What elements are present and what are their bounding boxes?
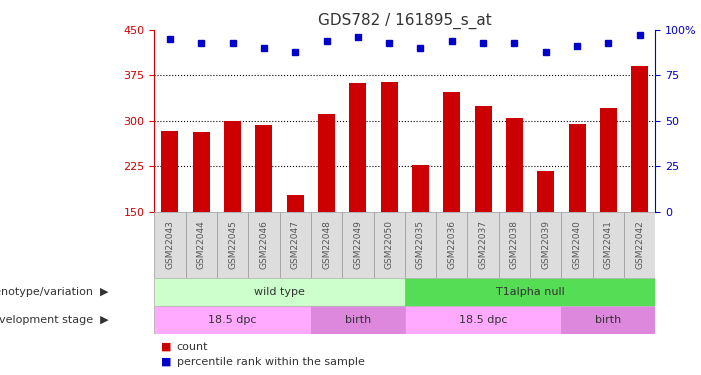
Bar (593, 212, 624, 278)
Text: 18.5 dpc: 18.5 dpc (208, 315, 257, 325)
Bar (412, 165, 429, 212)
Bar (405, 278, 655, 306)
Bar (318, 114, 335, 212)
Bar (405, 306, 562, 334)
Bar (562, 212, 593, 278)
Bar (405, 212, 436, 278)
Bar (475, 106, 492, 212)
Bar (506, 118, 523, 212)
Bar (311, 306, 405, 334)
Text: GSM22036: GSM22036 (447, 220, 456, 269)
Text: GSM22049: GSM22049 (353, 220, 362, 269)
Text: count: count (177, 342, 208, 352)
Bar (280, 212, 311, 278)
Bar (186, 212, 217, 278)
Bar (224, 121, 241, 212)
Text: development stage  ▶: development stage ▶ (0, 315, 109, 325)
Text: GSM22047: GSM22047 (291, 220, 300, 269)
Bar (193, 132, 210, 212)
Bar (374, 212, 405, 278)
Bar (436, 212, 468, 278)
Bar (499, 212, 530, 278)
Text: ■: ■ (161, 357, 172, 367)
Text: wild type: wild type (254, 286, 305, 297)
Text: genotype/variation  ▶: genotype/variation ▶ (0, 286, 109, 297)
Bar (624, 212, 655, 278)
Bar (311, 212, 342, 278)
Text: T1alpha null: T1alpha null (496, 286, 564, 297)
Text: percentile rank within the sample: percentile rank within the sample (177, 357, 365, 367)
Bar (217, 212, 248, 278)
Text: birth: birth (345, 315, 371, 325)
Bar (161, 131, 179, 212)
Bar (349, 83, 367, 212)
Text: GSM22043: GSM22043 (165, 220, 175, 269)
Text: GSM22039: GSM22039 (541, 220, 550, 269)
Text: birth: birth (595, 315, 622, 325)
Bar (154, 212, 186, 278)
Text: GSM22035: GSM22035 (416, 220, 425, 269)
Text: GSM22037: GSM22037 (479, 220, 488, 269)
Bar (342, 212, 374, 278)
Bar (530, 212, 562, 278)
Bar (287, 195, 304, 212)
Bar (255, 125, 273, 212)
Title: GDS782 / 161895_s_at: GDS782 / 161895_s_at (318, 12, 491, 28)
Text: GSM22040: GSM22040 (573, 220, 582, 269)
Text: GSM22048: GSM22048 (322, 220, 331, 269)
Text: GSM22044: GSM22044 (197, 220, 205, 269)
Bar (562, 306, 655, 334)
Bar (248, 212, 280, 278)
Bar (537, 171, 554, 212)
Text: GSM22045: GSM22045 (228, 220, 237, 269)
Bar (154, 306, 311, 334)
Bar (569, 124, 586, 212)
Text: GSM22042: GSM22042 (635, 220, 644, 269)
Text: GSM22046: GSM22046 (259, 220, 268, 269)
Bar (381, 82, 397, 212)
Text: 18.5 dpc: 18.5 dpc (459, 315, 508, 325)
Text: ■: ■ (161, 342, 172, 352)
Text: GSM22041: GSM22041 (604, 220, 613, 269)
Bar (443, 93, 461, 212)
Bar (154, 278, 405, 306)
Bar (468, 212, 499, 278)
Text: GSM22050: GSM22050 (385, 220, 394, 269)
Bar (600, 108, 617, 212)
Text: GSM22038: GSM22038 (510, 220, 519, 269)
Bar (631, 66, 648, 212)
